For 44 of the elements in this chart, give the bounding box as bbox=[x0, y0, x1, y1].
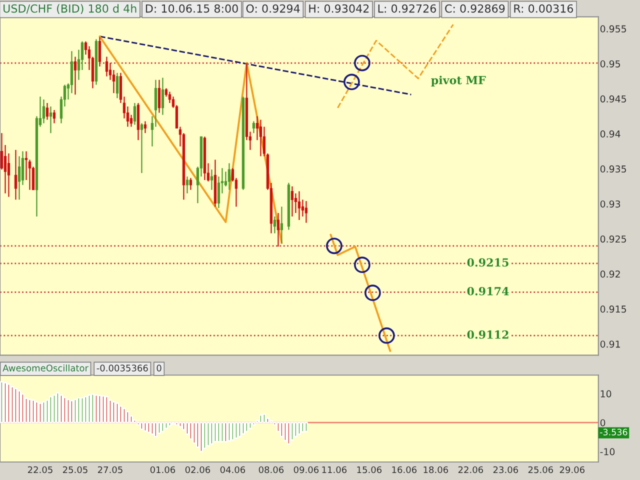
text: R: 0.00316 bbox=[514, 4, 574, 13]
y-tick-label: 0.955 bbox=[600, 25, 626, 32]
y-tick-label: 0.93 bbox=[600, 200, 620, 208]
ref-line-label: 0.9112 bbox=[467, 330, 508, 339]
x-tick-label: 08.06 bbox=[258, 466, 284, 474]
x-tick-label: 16.06 bbox=[392, 466, 417, 474]
x-tick-label: 23.06 bbox=[493, 466, 518, 474]
text: O: 0.9294 bbox=[246, 4, 300, 13]
y-tick-label: 0 bbox=[600, 419, 606, 426]
text: H: 0.93042 bbox=[309, 4, 369, 13]
y-tick-label: -10 bbox=[600, 448, 615, 456]
y-tick-label: 0.94 bbox=[600, 130, 620, 138]
y-tick-label: 0.925 bbox=[600, 235, 626, 243]
text: 0 bbox=[156, 364, 162, 372]
text: D: 10.06.15 8:00 bbox=[146, 4, 238, 13]
annotation: -3.536 bbox=[600, 428, 628, 436]
x-tick-label: 15.06 bbox=[357, 466, 382, 474]
x-tick-label: 04.06 bbox=[220, 466, 246, 474]
x-tick-label: 11.06 bbox=[322, 466, 347, 474]
x-tick-label: 25.06 bbox=[528, 466, 554, 474]
x-tick-label: 29.06 bbox=[560, 466, 585, 474]
x-tick-label: 22.05 bbox=[28, 466, 52, 474]
x-tick-label: 27.05 bbox=[98, 466, 122, 474]
y-tick-label: 0.91 bbox=[600, 340, 620, 348]
annotation: pivot MF bbox=[431, 76, 486, 86]
ref-line-label: 0.9174 bbox=[467, 286, 509, 296]
x-tick-label: 18.06 bbox=[424, 466, 448, 474]
text: -0.0035366 bbox=[96, 364, 148, 372]
y-tick-label: 0.92 bbox=[600, 270, 620, 278]
y-tick-label: 0.95 bbox=[600, 60, 620, 68]
chart-title: AwesomeOscillator bbox=[2, 364, 88, 372]
text: C: 0.92869 bbox=[445, 4, 505, 13]
chart-title: USD/CHF (BID) 180 d 4h bbox=[4, 4, 136, 14]
y-tick-label: 10 bbox=[600, 390, 612, 398]
y-tick-label: 0.915 bbox=[600, 306, 626, 313]
text: L: 0.92726 bbox=[378, 4, 436, 13]
x-tick-label: 02.06 bbox=[185, 466, 210, 474]
y-tick-label: 0.945 bbox=[600, 95, 626, 102]
ref-line-label: 0.9215 bbox=[467, 258, 508, 267]
x-tick-label: 01.06 bbox=[150, 466, 176, 474]
y-tick-label: 0.935 bbox=[600, 165, 626, 173]
x-tick-label: 25.05 bbox=[62, 466, 88, 474]
x-tick-label: 09.06 bbox=[294, 466, 319, 474]
x-tick-label: 22.06 bbox=[458, 466, 484, 474]
